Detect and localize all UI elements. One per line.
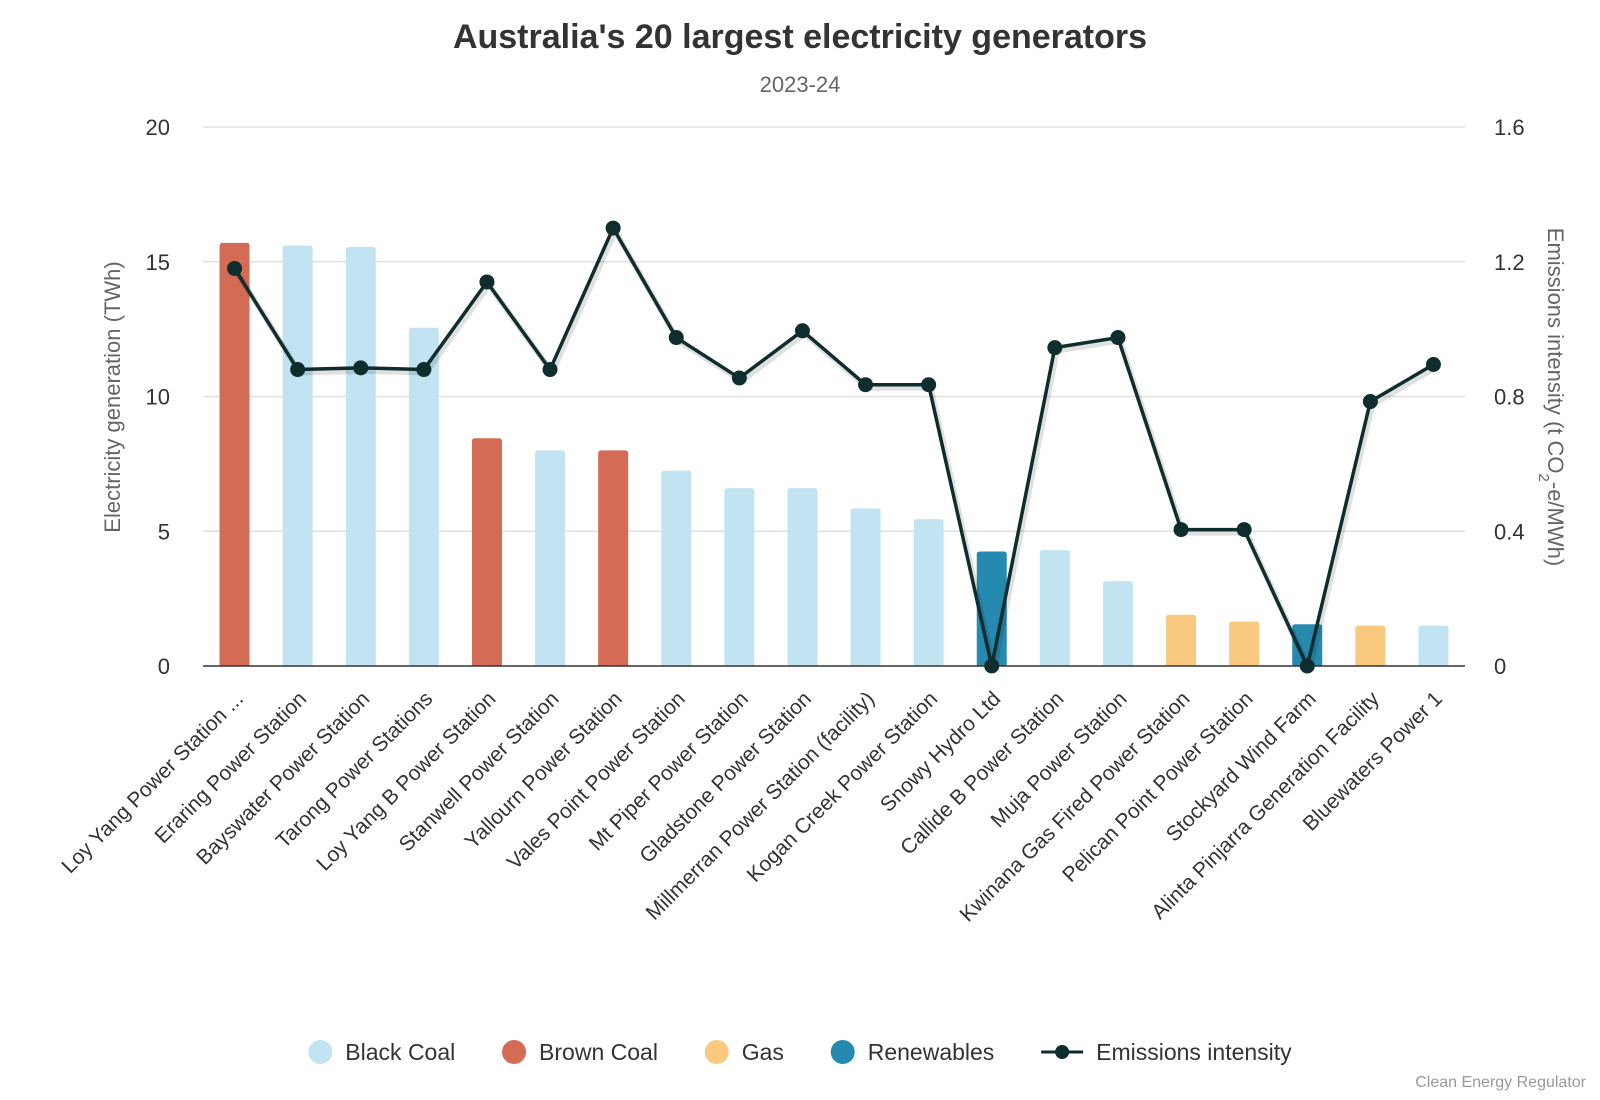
intensity-point[interactable] bbox=[794, 323, 810, 339]
bar[interactable] bbox=[408, 327, 439, 666]
right-tick-label: 0.4 bbox=[1494, 519, 1525, 544]
legend-label: Brown Coal bbox=[539, 1039, 658, 1065]
right-tick-label: 0.8 bbox=[1494, 385, 1525, 410]
legend-point-symbol bbox=[1055, 1045, 1070, 1059]
intensity-point[interactable] bbox=[353, 360, 369, 376]
intensity-point[interactable] bbox=[1110, 330, 1126, 346]
legend: Black Coal Brown Coal Gas Renewables Emissio… bbox=[308, 1039, 1292, 1065]
chart-title: Australia's 20 largest electricity gener… bbox=[453, 18, 1147, 56]
bar[interactable] bbox=[1355, 625, 1386, 666]
intensity-point[interactable] bbox=[290, 362, 306, 378]
intensity-point[interactable] bbox=[858, 377, 874, 393]
chart-subtitle: 2023-24 bbox=[760, 72, 841, 97]
legend-item[interactable]: Black Coal bbox=[308, 1039, 455, 1065]
left-tick-label: 15 bbox=[146, 250, 170, 275]
credit-text: Clean Energy Regulator bbox=[1415, 1074, 1586, 1091]
bar[interactable] bbox=[913, 519, 944, 666]
x-axis-labels: Loy Yang Power Station ...Eraring Power … bbox=[57, 687, 1447, 926]
intensity-point[interactable] bbox=[605, 220, 621, 236]
intensity-point[interactable] bbox=[227, 260, 243, 276]
x-axis-label: Millmerran Power Station (facility) bbox=[642, 687, 879, 924]
legend-swatch bbox=[830, 1040, 855, 1064]
legend-swatch bbox=[502, 1040, 527, 1064]
bar[interactable] bbox=[850, 508, 881, 666]
emissions-intensity-series bbox=[227, 220, 1441, 674]
bar[interactable] bbox=[1418, 625, 1449, 666]
left-tick-label: 5 bbox=[158, 519, 170, 544]
intensity-point[interactable] bbox=[1236, 522, 1252, 538]
legend-item[interactable]: Gas bbox=[704, 1039, 784, 1065]
bar[interactable] bbox=[1166, 614, 1197, 666]
right-axis-ticks: 0 0.4 0.8 1.2 1.6 bbox=[1494, 115, 1525, 679]
left-tick-label: 10 bbox=[146, 385, 170, 410]
x-axis-label: Kwinana Gas Fired Power Station bbox=[955, 687, 1194, 926]
left-axis-ticks: 0 5 10 15 20 bbox=[146, 115, 170, 679]
intensity-point[interactable] bbox=[416, 362, 432, 378]
right-axis-title-main: Emissions intensity (t CO bbox=[1543, 228, 1568, 474]
legend-item[interactable]: Brown Coal bbox=[502, 1039, 658, 1065]
bar[interactable] bbox=[535, 450, 566, 666]
intensity-line bbox=[233, 226, 1435, 668]
intensity-point[interactable] bbox=[731, 370, 747, 386]
legend-item[interactable]: Emissions intensity bbox=[1041, 1039, 1292, 1065]
right-axis-title-subscript: 2 bbox=[1536, 474, 1553, 482]
bar[interactable] bbox=[598, 450, 629, 666]
left-tick-label: 20 bbox=[146, 115, 170, 140]
legend-label: Gas bbox=[742, 1039, 784, 1065]
legend-label: Emissions intensity bbox=[1096, 1039, 1292, 1065]
right-tick-label: 1.6 bbox=[1494, 115, 1525, 140]
bar[interactable] bbox=[1229, 621, 1260, 666]
bar[interactable] bbox=[787, 488, 818, 666]
bar[interactable] bbox=[345, 246, 376, 667]
left-tick-label: 0 bbox=[158, 654, 170, 679]
bar[interactable] bbox=[219, 242, 250, 666]
left-axis-title: Electricity generation (TWh) bbox=[100, 261, 125, 532]
bar[interactable] bbox=[1102, 581, 1133, 666]
intensity-point[interactable] bbox=[1173, 522, 1189, 538]
intensity-point[interactable] bbox=[984, 658, 1000, 674]
bar[interactable] bbox=[282, 245, 313, 666]
right-tick-label: 1.2 bbox=[1494, 250, 1525, 275]
intensity-point[interactable] bbox=[1425, 356, 1441, 372]
generation-bars bbox=[219, 242, 1449, 667]
x-axis-label: Snowy Hydro Ltd bbox=[876, 687, 1005, 816]
bar[interactable] bbox=[1039, 550, 1070, 666]
legend-label: Renewables bbox=[868, 1039, 995, 1065]
intensity-point[interactable] bbox=[542, 362, 558, 378]
legend-swatch bbox=[308, 1040, 333, 1064]
intensity-point[interactable] bbox=[479, 274, 495, 290]
grid-lines bbox=[203, 126, 1465, 532]
intensity-point[interactable] bbox=[1047, 340, 1063, 356]
right-tick-label: 0 bbox=[1494, 654, 1506, 679]
bar[interactable] bbox=[724, 488, 755, 666]
intensity-point[interactable] bbox=[668, 330, 684, 346]
bar[interactable] bbox=[471, 438, 502, 666]
legend-item[interactable]: Renewables bbox=[830, 1039, 995, 1065]
right-axis-title: Emissions intensity (t CO2-e/MWh) bbox=[1536, 228, 1569, 566]
intensity-point[interactable] bbox=[1362, 394, 1378, 410]
x-axis-label: Alinta Pinjarra Generation Facility bbox=[1147, 687, 1384, 924]
right-axis-title-tail: -e/MWh) bbox=[1543, 482, 1568, 566]
legend-swatch bbox=[704, 1040, 729, 1064]
bar[interactable] bbox=[661, 470, 692, 666]
intensity-point[interactable] bbox=[921, 377, 937, 393]
legend-label: Black Coal bbox=[345, 1039, 455, 1065]
intensity-point[interactable] bbox=[1299, 658, 1315, 674]
